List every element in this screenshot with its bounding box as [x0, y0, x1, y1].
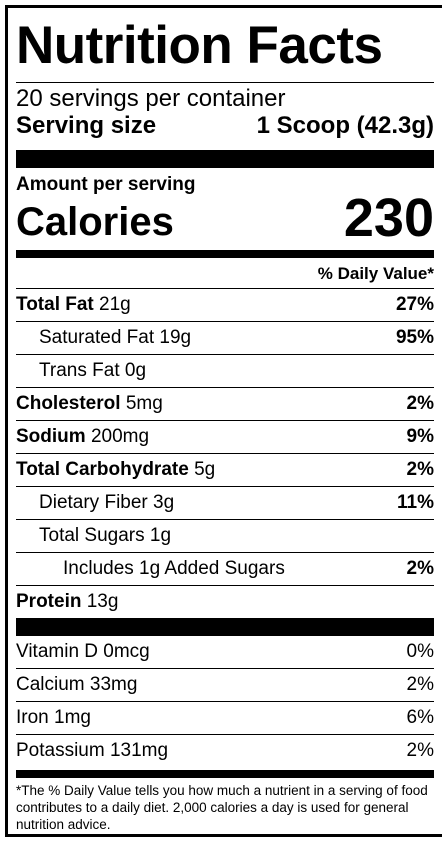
vitamin-name: Vitamin D 0mcg: [16, 641, 150, 662]
nutrient-name: Total Sugars: [39, 525, 145, 546]
nutrient-name: Total Fat: [16, 294, 94, 315]
nutrient-pct: 11%: [397, 492, 434, 513]
medium-divider: [16, 770, 434, 778]
nutrient-pct: 2%: [406, 393, 434, 414]
calories-value: 230: [343, 188, 434, 248]
nutrient-amount: 5g: [194, 459, 216, 480]
vitamin-row-calcium: Calcium 33mg 2%: [16, 669, 434, 702]
calories-label: Calories: [16, 200, 174, 244]
thick-divider: [16, 618, 434, 636]
nutrient-amount: 200mg: [90, 426, 150, 447]
serving-size-label: Serving size: [16, 112, 157, 139]
nutrient-row-protein: Protein 13g: [16, 586, 434, 618]
vitamin-name: Potassium 131mg: [16, 740, 169, 761]
nutrient-name: Cholesterol: [16, 393, 121, 414]
nutrient-row-dietary-fiber: Dietary Fiber 3g 11%: [16, 487, 434, 520]
footnote: *The % Daily Value tells you how much a …: [16, 783, 428, 832]
nutrient-name: Protein: [16, 591, 82, 612]
vitamin-pct: 2%: [406, 740, 434, 761]
nutrient-amount: 13g: [86, 591, 119, 612]
nutrient-pct: 9%: [406, 426, 434, 447]
title-divider: [16, 82, 434, 83]
nutrient-name: Saturated Fat: [39, 327, 155, 348]
thick-divider: [16, 150, 434, 168]
nutrient-amount: 3g: [153, 492, 175, 513]
daily-value-header: % Daily Value*: [16, 258, 434, 289]
nutrient-name: Includes 1g Added Sugars: [63, 558, 285, 579]
nutrient-amount: 19g: [159, 327, 192, 348]
amount-per-serving: Amount per serving: [16, 174, 196, 195]
vitamin-pct: 2%: [406, 674, 434, 695]
serving-size-row: Serving size 1 Scoop (42.3g): [16, 112, 434, 140]
medium-divider: [16, 250, 434, 258]
nutrient-row-cholesterol: Cholesterol 5mg 2%: [16, 388, 434, 421]
nutrient-amount: 21g: [99, 294, 131, 315]
nutrient-pct: 2%: [406, 459, 434, 480]
nutrient-row-total-fat: Total Fat 21g 27%: [16, 289, 434, 322]
vitamin-row-potassium: Potassium 131mg 2%: [16, 735, 434, 767]
label-title: Nutrition Facts: [16, 16, 383, 75]
servings-per-container: 20 servings per container: [16, 85, 286, 112]
nutrient-amount: 5mg: [125, 393, 163, 414]
nutrient-row-total-sugars: Total Sugars 1g: [16, 520, 434, 553]
vitamin-name: Iron 1mg: [16, 707, 91, 728]
nutrient-name: Total Carbohydrate: [16, 459, 189, 480]
nutrient-row-trans-fat: Trans Fat 0g: [16, 355, 434, 388]
nutrient-row-total-carbohydrate: Total Carbohydrate 5g 2%: [16, 454, 434, 487]
nutrient-name: Sodium: [16, 426, 86, 447]
nutrient-amount: 0g: [124, 360, 147, 381]
vitamin-row-vitamin-d: Vitamin D 0mcg 0%: [16, 636, 434, 669]
nutrient-row-added-sugars: Includes 1g Added Sugars 2%: [16, 553, 434, 586]
nutrient-pct: 27%: [395, 294, 434, 315]
nutrient-pct: 2%: [406, 558, 434, 579]
nutrient-amount: 1g: [149, 525, 172, 546]
nutrient-name: Dietary Fiber: [39, 492, 148, 513]
nutrient-pct: 95%: [395, 327, 434, 348]
vitamin-name: Calcium 33mg: [16, 674, 138, 695]
calories-row: Calories 230: [16, 188, 434, 248]
vitamin-pct: 0%: [406, 641, 434, 662]
nutrient-row-saturated-fat: Saturated Fat 19g 95%: [16, 322, 434, 355]
nutrition-facts-label: Nutrition Facts 20 servings per containe…: [5, 5, 442, 837]
serving-size-value: 1 Scoop (42.3g): [256, 112, 434, 139]
nutrient-name: Trans Fat: [39, 360, 120, 381]
nutrient-row-sodium: Sodium 200mg 9%: [16, 421, 434, 454]
vitamin-row-iron: Iron 1mg 6%: [16, 702, 434, 735]
vitamin-pct: 6%: [406, 707, 434, 728]
